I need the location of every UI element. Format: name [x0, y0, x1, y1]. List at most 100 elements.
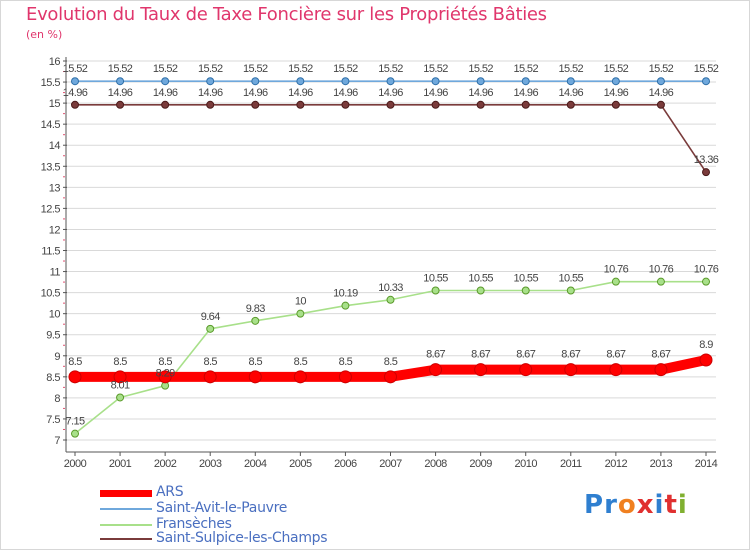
data-label: 15.52: [108, 63, 133, 75]
x-tick-label: 2002: [154, 458, 177, 470]
x-tick-label: 2011: [560, 458, 582, 470]
y-tick-label: 12: [49, 224, 61, 236]
data-point: [251, 77, 260, 86]
data-point: [386, 295, 395, 304]
data-label: 10.55: [559, 273, 584, 285]
data-point: [521, 286, 530, 295]
data-point: [116, 393, 125, 402]
y-tick-label: 7: [54, 435, 60, 447]
x-tick-label: 2007: [379, 458, 402, 470]
data-point: [206, 324, 215, 333]
data-point: [248, 370, 262, 384]
series-points: [68, 77, 713, 438]
data-point: [702, 168, 710, 177]
data-label: 9.83: [246, 303, 265, 315]
legend-label-ars: ARS: [156, 484, 184, 500]
x-tick-label: 2000: [64, 458, 87, 470]
data-point: [564, 363, 578, 377]
y-tick-label: 8.5: [46, 372, 60, 384]
data-point: [566, 77, 575, 86]
logo-letter: r: [604, 490, 618, 520]
data-label: 10.55: [468, 273, 493, 285]
data-point: [251, 100, 260, 109]
data-label: 14.96: [559, 87, 584, 99]
x-tick-label: 2012: [605, 458, 628, 470]
data-label: 8.5: [158, 356, 172, 368]
data-point: [71, 429, 79, 438]
data-point: [609, 363, 623, 377]
x-tick-label: 2014: [695, 458, 718, 470]
data-point: [476, 100, 485, 109]
chart-title: Evolution du Taux de Taxe Foncière sur l…: [26, 4, 547, 25]
y-tick-label: 12.5: [41, 203, 61, 215]
y-tick-label: 16: [49, 56, 61, 68]
data-label: 15.52: [243, 63, 268, 75]
data-label: 15.52: [559, 63, 584, 75]
data-point: [71, 100, 79, 109]
data-label: 14.96: [243, 87, 268, 99]
y-tick-label: 8: [54, 393, 60, 405]
data-point: [161, 77, 170, 86]
data-point: [206, 100, 215, 109]
data-point: [431, 286, 440, 295]
data-point: [341, 100, 350, 109]
logo-letter: i: [677, 490, 688, 520]
data-label: 14.96: [649, 87, 674, 99]
data-point: [476, 77, 485, 86]
x-tick-label: 2006: [334, 458, 357, 470]
x-tick-label: 2001: [109, 458, 132, 470]
data-label: 8.5: [113, 356, 127, 368]
data-label: 14.96: [288, 87, 313, 99]
y-tick-label: 14: [49, 140, 61, 152]
data-point: [296, 100, 305, 109]
y-tick-label: 9: [54, 351, 60, 363]
data-point: [699, 353, 713, 367]
y-tick-label: 11.5: [41, 246, 60, 258]
data-label: 15.52: [694, 63, 719, 75]
data-label: 14.96: [198, 87, 223, 99]
legend-swatch-saint-avit: [100, 508, 152, 510]
data-label: 8.5: [339, 356, 353, 368]
data-label: 14.96: [153, 87, 178, 99]
data-point: [566, 100, 575, 109]
data-label: 8.5: [203, 356, 217, 368]
data-point: [654, 363, 668, 377]
data-labels: 15.52 15.52 15.52 15.52 15.52 15.52 15.52 15.52…: [63, 63, 720, 427]
data-label: 10.55: [513, 273, 538, 285]
data-point: [206, 77, 215, 86]
y-tick-label: 9.5: [46, 330, 60, 342]
data-label: 14.96: [63, 87, 88, 99]
y-tick-label: 7.5: [46, 414, 60, 426]
data-label: 8.5: [294, 356, 308, 368]
legend-label-saint-avit: Saint-Avit-le-Pauvre: [156, 500, 288, 516]
data-label: 14.96: [333, 87, 358, 99]
data-label: 15.52: [153, 63, 178, 75]
logo-letter: o: [617, 490, 637, 520]
data-point: [386, 77, 395, 86]
data-point: [474, 363, 488, 377]
data-point: [521, 77, 530, 86]
data-label: 8.67: [561, 349, 580, 361]
data-label: 15.52: [198, 63, 223, 75]
data-point: [296, 77, 305, 86]
data-point: [611, 100, 620, 109]
data-point: [611, 277, 620, 286]
x-tick-label: 2005: [289, 458, 312, 470]
data-label: 10.19: [333, 288, 358, 300]
data-label: 14.96: [108, 87, 133, 99]
data-label: 14.96: [513, 87, 538, 99]
data-label: 15.52: [513, 63, 538, 75]
logo-letter: x: [636, 490, 655, 520]
data-point: [161, 100, 170, 109]
legend-swatch-franseches: [100, 524, 152, 526]
data-label: 8.5: [249, 356, 263, 368]
data-label: 8.5: [68, 356, 82, 368]
y-tick-label: 10: [49, 309, 61, 321]
data-label: 8.67: [606, 349, 625, 361]
data-label: 10: [295, 296, 307, 308]
x-tick-label: 2008: [424, 458, 447, 470]
y-tick-label: 10.5: [41, 288, 61, 300]
chart-unit-label: (en %): [26, 28, 63, 41]
data-label: 15.52: [649, 63, 674, 75]
data-label: 10.76: [604, 264, 629, 276]
